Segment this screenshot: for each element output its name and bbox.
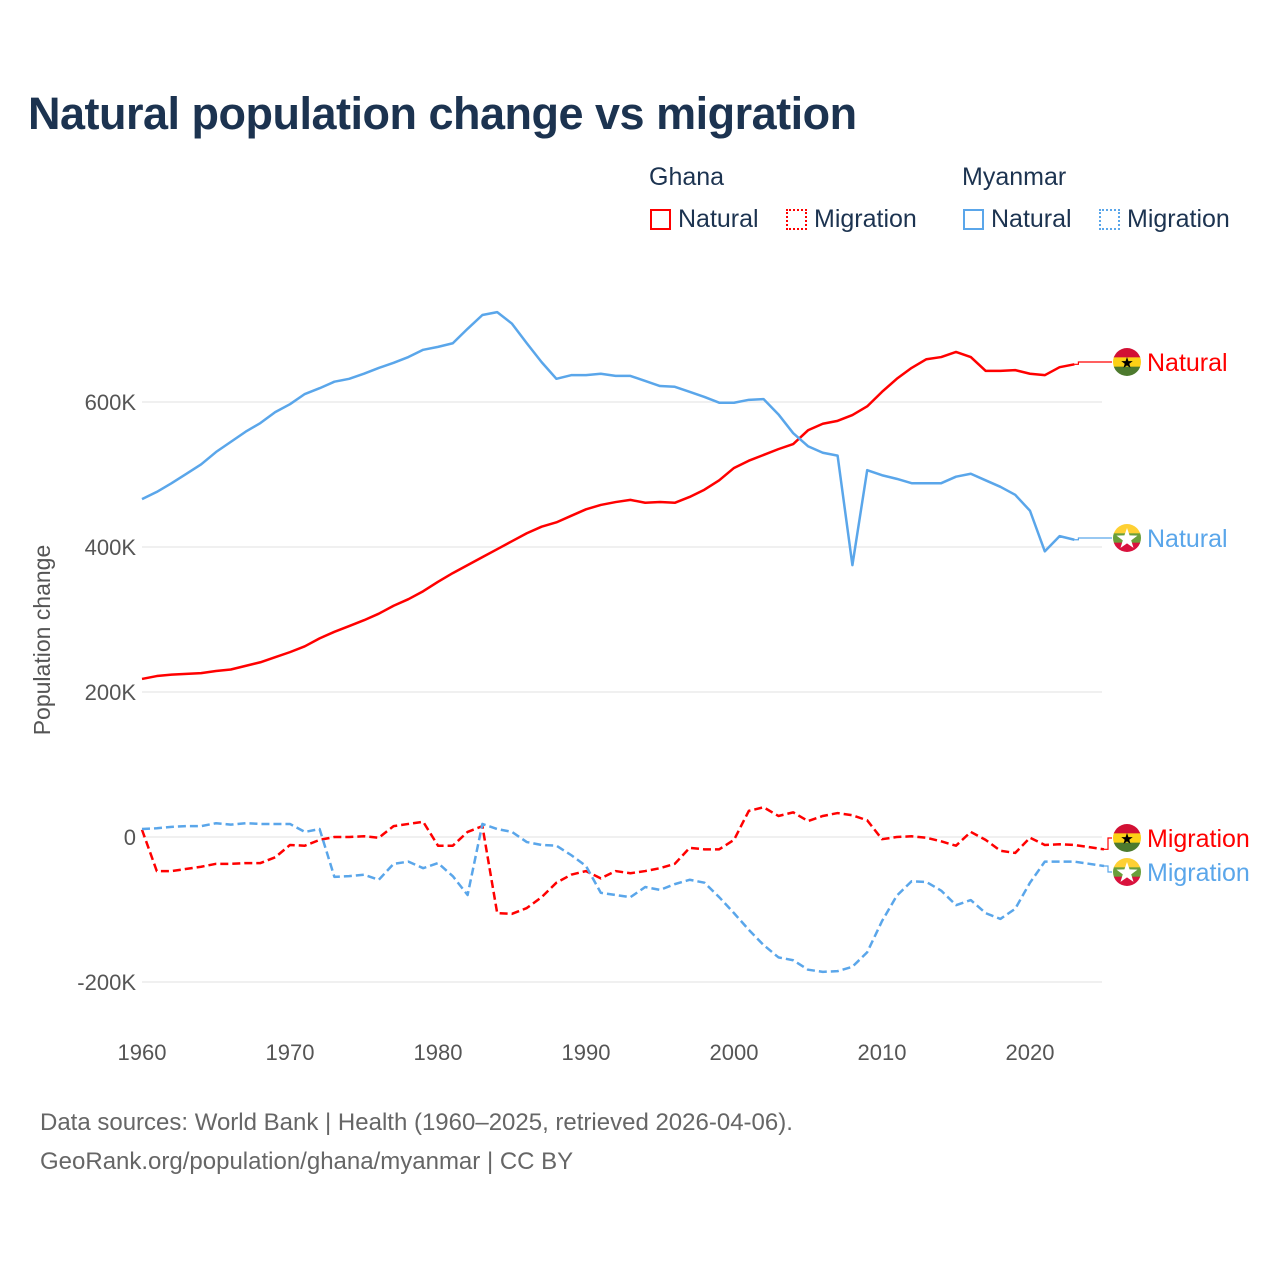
end-label-myanmar-natural: Natural: [1147, 525, 1228, 553]
legend-item-myanmar-natural[interactable]: Natural: [963, 205, 1072, 234]
legend-label: Migration: [1127, 205, 1230, 233]
myanmar-flag-icon: [1113, 524, 1141, 552]
legend-item-myanmar-migration[interactable]: Migration: [1099, 205, 1230, 234]
label-connector: [1104, 837, 1112, 850]
footer-sources: Data sources: World Bank | Health (1960–…: [40, 1109, 793, 1136]
legend-swatch-dotted-icon: [786, 209, 807, 230]
legend-group-myanmar: Myanmar: [962, 163, 1067, 191]
legend-swatch-solid-icon: [650, 209, 671, 230]
legend-label: Natural: [678, 205, 759, 233]
y-tick-label: 0: [124, 825, 136, 850]
footer-link[interactable]: GeoRank.org/population/ghana/myanmar | C…: [40, 1148, 574, 1175]
ghana-flag-icon: [1113, 348, 1141, 376]
x-tick-label: 2020: [1006, 1040, 1055, 1065]
x-tick-label: 1970: [266, 1040, 315, 1065]
series-line-myanmar-natural[interactable]: [141, 310, 1075, 567]
star-icon: [1116, 862, 1138, 882]
legend-swatch-solid-icon: [963, 209, 984, 230]
x-tick-label: 2010: [858, 1040, 907, 1065]
x-tick-label: 1980: [414, 1040, 463, 1065]
label-connector: [1074, 361, 1112, 365]
label-connector: [1104, 865, 1112, 873]
legend-label: Natural: [991, 205, 1072, 233]
legend-item-ghana-natural[interactable]: Natural: [650, 205, 759, 234]
legend-group-ghana: Ghana: [649, 163, 725, 191]
star-icon: [1121, 833, 1133, 844]
y-tick-label: 400K: [85, 535, 137, 560]
legend-label: Migration: [814, 205, 917, 233]
y-tick-label: 600K: [85, 390, 137, 415]
x-tick-label: 1990: [562, 1040, 611, 1065]
y-axis-label: Population change: [29, 545, 55, 736]
ghana-flag-icon: [1113, 824, 1141, 852]
y-tick-label: -200K: [77, 970, 136, 995]
legend-item-ghana-migration[interactable]: Migration: [786, 205, 917, 234]
chart-title: Natural population change vs migration: [28, 88, 857, 139]
end-label-ghana-migration: Migration: [1147, 825, 1250, 853]
end-label-myanmar-migration: Migration: [1147, 859, 1250, 887]
label-connector: [1074, 537, 1112, 541]
series-line-ghana-natural[interactable]: [141, 350, 1075, 681]
legend-swatch-dotted-icon: [1099, 209, 1120, 230]
myanmar-flag-icon: [1113, 858, 1141, 886]
y-tick-label: 200K: [85, 680, 137, 705]
star-icon: [1116, 528, 1138, 548]
end-label-ghana-natural: Natural: [1147, 349, 1228, 377]
x-tick-label: 1960: [118, 1040, 167, 1065]
series-line-myanmar-migration[interactable]: [141, 821, 1105, 974]
star-icon: [1121, 357, 1133, 368]
x-tick-label: 2000: [710, 1040, 759, 1065]
series-line-ghana-migration[interactable]: [140, 806, 1105, 916]
